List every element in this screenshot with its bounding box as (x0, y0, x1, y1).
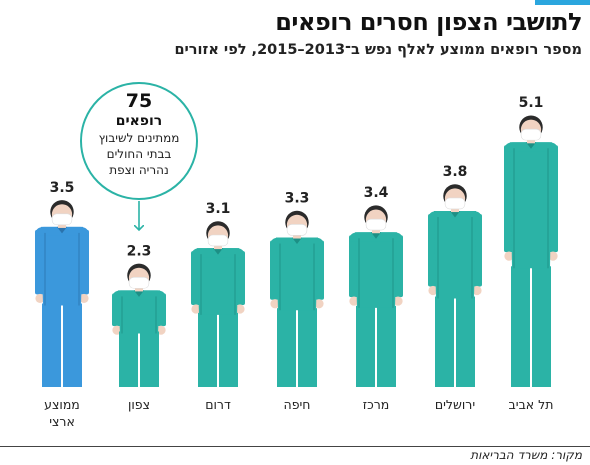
figure-mask (128, 277, 150, 289)
figure-left-leg (511, 266, 530, 387)
doctor-figure (349, 205, 403, 387)
callout-number: 75 (125, 90, 153, 112)
doctor-figure (35, 200, 89, 387)
callout-unit: רופאים (115, 113, 163, 129)
figure-mask (520, 128, 542, 141)
accent-bar (535, 0, 590, 5)
figure-v-neck (371, 232, 381, 239)
figure-v-neck (450, 211, 460, 218)
figure-left-hand (191, 304, 201, 314)
figure-torso (355, 232, 397, 308)
figure-right-leg (63, 303, 82, 387)
figure-right-hand (548, 251, 558, 261)
value-label: 2.3 (127, 243, 152, 259)
figure-v-neck (526, 142, 536, 149)
callout-text-line-2: בבתי החולים (106, 147, 172, 161)
figure-v-neck (213, 248, 223, 255)
figure-right-hand (393, 296, 403, 306)
chart-subtitle: מספר רופאים ממוצע לאלף נפש ב־2013–2015, … (174, 42, 582, 58)
callout-text-line-1: ממתינים לשיבוץ (98, 131, 180, 145)
category-label: צפון (128, 397, 150, 412)
figure-left-leg (198, 312, 217, 387)
figure-left-leg (435, 296, 454, 387)
figure-right-leg (377, 305, 396, 387)
figure-left-hand (349, 296, 359, 306)
category-label: חיפה (284, 397, 311, 412)
figure-left-hand (428, 285, 438, 296)
figure-right-hand (314, 299, 324, 309)
figure-left-leg (356, 305, 375, 387)
value-label: 3.1 (206, 201, 231, 217)
figure-torso (510, 142, 552, 269)
figure-right-leg (456, 296, 475, 387)
value-label: 3.3 (285, 190, 310, 206)
doctor-figure (191, 221, 245, 387)
callout-text-line-3: נהריה וצפת (109, 163, 169, 177)
figure-right-leg (532, 266, 551, 387)
figure-mask (207, 234, 229, 247)
figure-right-hand (79, 293, 89, 304)
figure-left-hand (504, 251, 514, 261)
figure-left-hand (35, 293, 45, 304)
category-label: תל אביב (509, 397, 554, 412)
figure-left-leg (277, 308, 296, 387)
figure-right-hand (235, 304, 245, 314)
doctor-figure (504, 115, 558, 387)
figure-torso (276, 237, 318, 311)
value-label: 3.8 (443, 164, 468, 180)
category-label-line-2: ארצי (49, 414, 75, 429)
figure-left-leg (119, 331, 138, 387)
figure-v-neck (134, 290, 144, 297)
doctor-figure (112, 263, 166, 387)
annotation-callout: 75 רופאים ממתינים לשיבוץ בבתי החולים נהר… (80, 82, 198, 200)
figure-mask (365, 218, 387, 231)
pictogram-chart: 3.5 ממוצע ארצי 2.3 צפון 3.1 דרום 3.3 חיפה 3.4 מרכז… (35, 95, 558, 429)
category-label: ממוצע (44, 397, 80, 412)
figure-torso (197, 248, 239, 315)
doctor-figure (270, 210, 324, 387)
figure-torso (434, 211, 476, 299)
value-label: 5.1 (519, 95, 544, 111)
category-label: דרום (205, 397, 231, 412)
value-label: 3.5 (50, 180, 75, 196)
category-label: מרכז (363, 397, 389, 412)
value-label: 3.4 (364, 185, 389, 201)
figure-torso (41, 226, 83, 306)
figure-left-leg (42, 303, 61, 387)
figure-mask (51, 213, 73, 226)
figure-left-hand (270, 299, 280, 309)
chart-title: לתושבי הצפון חסרים רופאים (275, 8, 582, 36)
figure-right-leg (140, 331, 159, 387)
figure-v-neck (292, 237, 302, 245)
figure-right-leg (298, 308, 317, 387)
source-note: מקור: משרד הבריאות (470, 448, 582, 462)
figure-right-leg (219, 312, 238, 387)
figure-mask (286, 224, 308, 236)
source-divider (0, 446, 590, 447)
category-label: ירושלים (435, 397, 475, 412)
figure-mask (444, 197, 466, 210)
figures-group: 3.5 ממוצע ארצי 2.3 צפון 3.1 דרום 3.3 חיפה 3.4 מרכז… (35, 95, 558, 429)
figure-v-neck (57, 226, 67, 234)
figure-right-hand (472, 285, 482, 296)
figure-torso (118, 290, 160, 334)
doctor-figure (428, 184, 482, 387)
